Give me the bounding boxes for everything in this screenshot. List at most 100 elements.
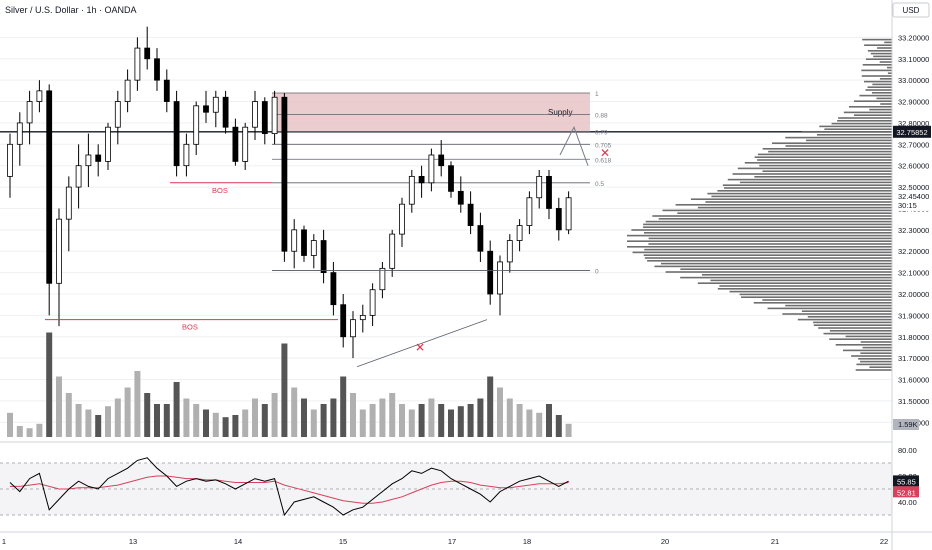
volume-bar: [418, 404, 425, 437]
volume-profile-bar: [867, 50, 892, 52]
volume-profile-bar: [853, 114, 892, 116]
rsi-line: [9, 457, 569, 517]
candle-body: [85, 154, 92, 167]
symbol-title[interactable]: Silver / U.S. Dollar · 1h · OANDA: [5, 5, 137, 15]
volume-bar: [281, 343, 288, 437]
candle-body: [438, 154, 445, 167]
volume-bar: [193, 404, 200, 437]
candle-body: [379, 267, 386, 291]
volume-profile-bar: [753, 302, 892, 304]
x-tick-label: 13: [129, 537, 137, 546]
candle-body: [173, 101, 180, 167]
candle-body: [154, 58, 160, 81]
volume-profile-bar: [807, 316, 892, 318]
volume-profile-bar: [744, 162, 892, 164]
volume-bar: [565, 423, 572, 437]
time-axis[interactable]: 1 13 14 15 17 18 20 21 22: [0, 531, 932, 546]
volume-profile-bar: [754, 176, 892, 178]
candle-body: [418, 175, 425, 184]
volume-profile-bar: [739, 293, 892, 296]
volume-profile-bar: [722, 184, 892, 186]
volume-profile-bar: [858, 358, 892, 360]
rsi-pane: [0, 441, 892, 517]
volume-profile-bar: [677, 212, 892, 214]
currency-label: USD: [903, 6, 920, 15]
volume-profile-bar: [859, 94, 892, 97]
candle-body: [310, 240, 317, 256]
x-tick-label: 15: [339, 537, 347, 546]
x-tick-label: 14: [234, 537, 242, 546]
supply-zone: Supply: [272, 92, 590, 132]
volume-profile-bar: [816, 134, 892, 136]
volume-bar: [301, 398, 307, 437]
candle-body: [555, 208, 562, 231]
candle-body: [457, 190, 464, 205]
volume-bar: [75, 404, 82, 437]
volume-bar: [203, 409, 209, 437]
volume-bar: [26, 428, 33, 437]
volume-profile-bar: [627, 234, 892, 237]
volume-profile-bar: [823, 332, 892, 335]
volume-profile-bar: [759, 164, 892, 167]
volume-profile-bar: [862, 38, 892, 41]
volume-bar: [242, 409, 249, 437]
volume-profile-bar: [741, 296, 892, 298]
volume-bar: [477, 398, 484, 437]
candle-body: [359, 314, 366, 321]
candle-body: [26, 101, 33, 124]
volume-bar: [497, 387, 503, 437]
volume-profile-bar: [860, 341, 892, 343]
cross-marker: ✕: [415, 340, 425, 354]
volume-profile-bar: [872, 83, 892, 86]
volume-bar: [56, 376, 62, 437]
volume-profile-bar: [871, 92, 892, 94]
volume-bar: [65, 393, 72, 437]
annotations: BOS BOS ✕ ✕: [45, 125, 610, 368]
candle-body: [506, 240, 513, 263]
volume-profile-bar: [829, 338, 892, 340]
candle-body: [7, 143, 13, 177]
volume-bar: [85, 409, 92, 437]
candle-body: [56, 218, 62, 284]
candle-body: [536, 175, 543, 199]
candlesticks: [7, 26, 572, 359]
volume-profile-bar: [785, 145, 892, 147]
volume-profile-bar: [862, 64, 892, 66]
volume-bar: [16, 426, 23, 437]
volume-bar: [350, 393, 356, 437]
volume-bar: [379, 398, 386, 437]
volume-profile-bar: [873, 55, 892, 58]
grid-lines: [0, 36, 892, 423]
volume-profile-bar: [877, 47, 892, 49]
candle-body: [95, 154, 102, 162]
volume-bar: [310, 409, 317, 437]
candle-body: [144, 47, 151, 60]
volume-profile-bar: [859, 360, 892, 363]
candle-body: [16, 122, 23, 145]
price-axis[interactable]: USD 33.20000 33.10000 33.00000 32.90000 32.80…: [891, 0, 932, 550]
candle-body: [252, 101, 258, 128]
candle-body: [497, 261, 503, 295]
volume-profile-bar: [813, 324, 892, 326]
y-tick-label: 32.50000: [898, 183, 929, 192]
candle-body: [105, 126, 111, 162]
y-tick-label: 33.00000: [898, 76, 929, 85]
volume-profile-bar: [662, 209, 892, 212]
volume-profile-bar: [782, 313, 892, 315]
volume-profile-bar: [754, 156, 892, 158]
volume-profile-bar: [732, 173, 892, 175]
volume-bar: [261, 404, 268, 437]
x-tick-label: 1: [2, 537, 6, 546]
volume-bar: [36, 423, 43, 437]
volume-profile-bar: [652, 215, 892, 217]
volume-profile-bar: [860, 352, 892, 354]
volume-profile-bar: [867, 86, 892, 88]
volume-profile-bar: [886, 66, 892, 69]
candle-body: [350, 319, 356, 338]
volume-profile-bar: [705, 201, 892, 203]
candle-body: [526, 197, 533, 226]
volume-profile-bar: [762, 299, 892, 301]
candle-body: [222, 96, 229, 128]
volume-bar: [232, 415, 239, 437]
